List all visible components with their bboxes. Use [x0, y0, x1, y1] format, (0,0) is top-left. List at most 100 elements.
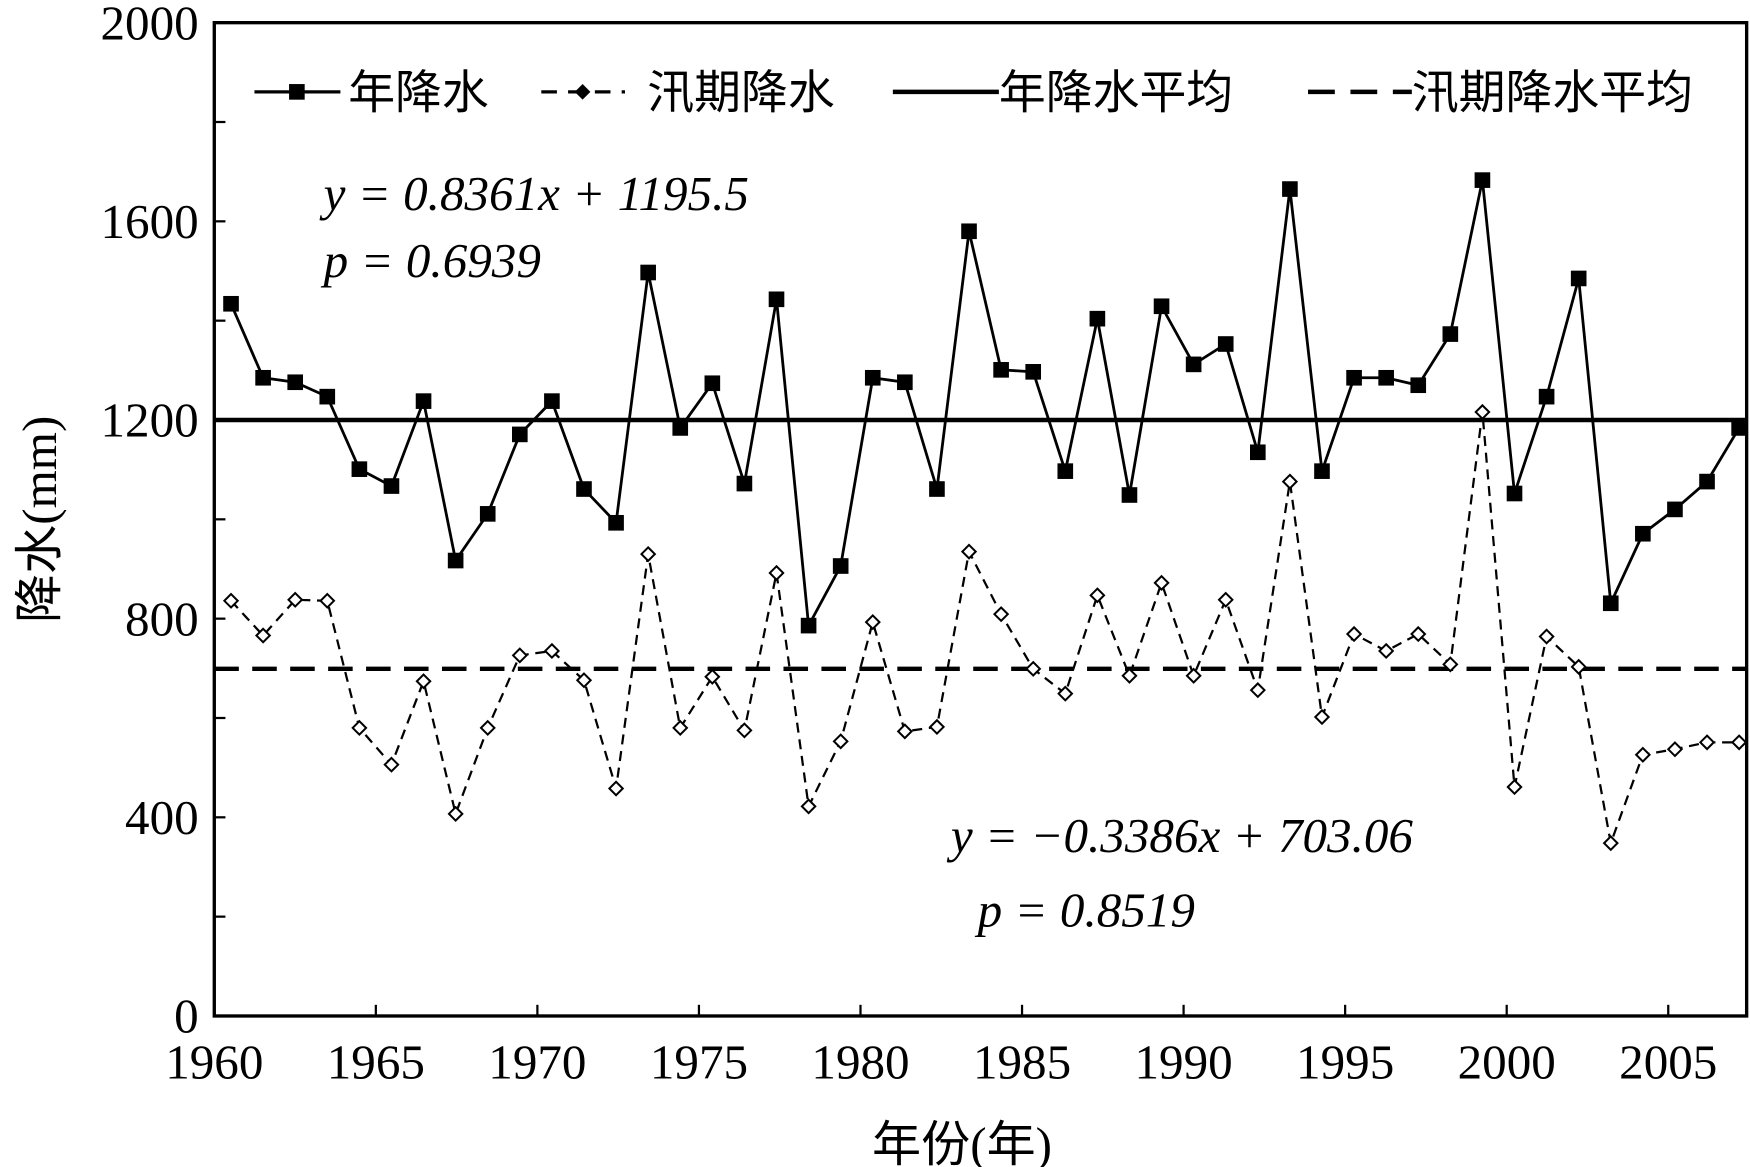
- x-tick-label: 1985: [973, 1034, 1071, 1089]
- annual-data-point: [319, 388, 336, 405]
- annual-data-point: [1282, 181, 1298, 197]
- annual-data-point: [832, 558, 849, 574]
- legend: 年降水 汛期降水 年降水平均 汛期降水平均: [254, 68, 1693, 120]
- flood-data-point: [1025, 660, 1042, 677]
- legend-flood-label: 汛期降水: [647, 68, 834, 120]
- y-tick-label: 800: [125, 591, 199, 646]
- annual-data-point: [800, 617, 817, 634]
- annual-data-point: [961, 223, 977, 240]
- annual-data-point: [415, 393, 432, 409]
- flood-data-point: [1731, 734, 1748, 751]
- annual-data-point: [383, 478, 400, 494]
- annual-data-point: [1699, 473, 1715, 490]
- flood-data-point: [1217, 591, 1234, 608]
- flood-data-point: [1121, 667, 1138, 684]
- x-tick-label: 1990: [1135, 1034, 1233, 1089]
- x-tick-label: 1980: [811, 1034, 909, 1089]
- x-tick-label: 1995: [1296, 1034, 1394, 1089]
- flood-data-point: [319, 592, 336, 609]
- annual-data-point: [1602, 595, 1619, 612]
- x-axis-label: 年份(年): [872, 1117, 1052, 1167]
- flood-data-point: [992, 606, 1010, 623]
- flood-data-point: [1249, 682, 1266, 699]
- flood-data-point: [1410, 625, 1427, 643]
- marks: [214, 172, 1748, 852]
- annual-data-point: [1731, 420, 1747, 436]
- legend-annual-label: 年降水: [348, 68, 489, 120]
- axes: 0 400 800 1200 1600 2000 1960 1965 1970 1975 1980 1…: [100, 0, 1749, 1089]
- annual-data-point: [1089, 310, 1106, 327]
- flood-data-point: [1442, 656, 1459, 673]
- y-tick-label: 0: [174, 989, 199, 1044]
- annual-data-point: [1570, 270, 1587, 287]
- y-tick-label: 1600: [100, 194, 198, 249]
- flood-data-point: [1281, 473, 1299, 490]
- annual-data-point: [1410, 377, 1427, 394]
- legend-annual-marker: [289, 84, 305, 100]
- annual-data-point: [479, 506, 496, 522]
- flood-data-point: [928, 718, 946, 736]
- annual-data-point: [1217, 336, 1234, 352]
- flood-data-point: [383, 756, 400, 773]
- flood-data-point: [1570, 658, 1587, 675]
- flood-data-point: [351, 719, 368, 737]
- x-tick-label: 1975: [650, 1034, 748, 1089]
- flood-data-point: [575, 672, 593, 689]
- flood-data-point: [1057, 685, 1074, 702]
- flood-data-point: [832, 733, 849, 750]
- annual-data-point: [576, 481, 592, 497]
- annual-data-point: [864, 369, 881, 386]
- flood-data-point: [672, 719, 689, 737]
- annual-data-point: [608, 514, 624, 531]
- annual-data-point: [544, 393, 560, 409]
- x-tick-label: 2005: [1619, 1034, 1717, 1089]
- annual-data-point: [1346, 369, 1362, 386]
- flood-data-point: [864, 614, 881, 631]
- annual-data-point: [736, 475, 753, 492]
- x-tick-label: 2000: [1458, 1034, 1556, 1089]
- annual-data-point: [1185, 356, 1202, 373]
- annual-data-point: [1667, 501, 1683, 518]
- legend-flood-marker: [574, 84, 591, 100]
- annual-data-point: [993, 362, 1009, 378]
- annual-data-point: [672, 420, 689, 436]
- annual-data-point: [1378, 369, 1394, 386]
- annual-data-point: [223, 295, 239, 312]
- annual-data-point: [1153, 298, 1170, 315]
- y-tick-label: 2000: [100, 0, 198, 50]
- flood-data-point: [254, 627, 272, 644]
- flood-data-point: [1313, 708, 1331, 726]
- annual-data-point: [1635, 525, 1651, 542]
- flood-data-point: [1698, 734, 1716, 751]
- flood-data-point: [1089, 587, 1106, 604]
- y-tick-label: 1200: [100, 393, 198, 448]
- flood-data-point: [640, 545, 657, 563]
- annual-data-point: [1314, 463, 1330, 479]
- flood-data-point: [511, 647, 528, 664]
- flood-data-point: [1602, 835, 1619, 852]
- x-tick-label: 1970: [488, 1034, 586, 1089]
- flood-data-point: [479, 719, 496, 737]
- flood-data-point: [287, 591, 304, 608]
- flood-data-point: [1153, 574, 1170, 592]
- flood-data-point: [1474, 403, 1491, 421]
- annual-data-point: [640, 264, 656, 281]
- annual-data-point: [1057, 463, 1074, 479]
- flood-data-point: [1345, 625, 1363, 643]
- annual-data-point: [287, 374, 304, 391]
- flood-data-point: [1185, 667, 1202, 684]
- legend-annual-average-label: 年降水平均: [999, 68, 1233, 120]
- annual-data-point: [255, 369, 271, 386]
- flood-data-point: [447, 805, 464, 822]
- annual-data-point: [929, 481, 945, 497]
- flood-data-point: [1666, 741, 1684, 758]
- annotation-flood-equation: y = −0.3386x + 703.06: [946, 808, 1414, 863]
- annual-data-point: [704, 375, 721, 392]
- flood-data-point: [1538, 628, 1555, 645]
- annual-data-point: [1442, 326, 1459, 342]
- flood-data-point: [960, 543, 978, 560]
- flood-data-point: [415, 673, 432, 690]
- flood-data-point: [1378, 642, 1395, 660]
- flood-data-point: [800, 798, 817, 815]
